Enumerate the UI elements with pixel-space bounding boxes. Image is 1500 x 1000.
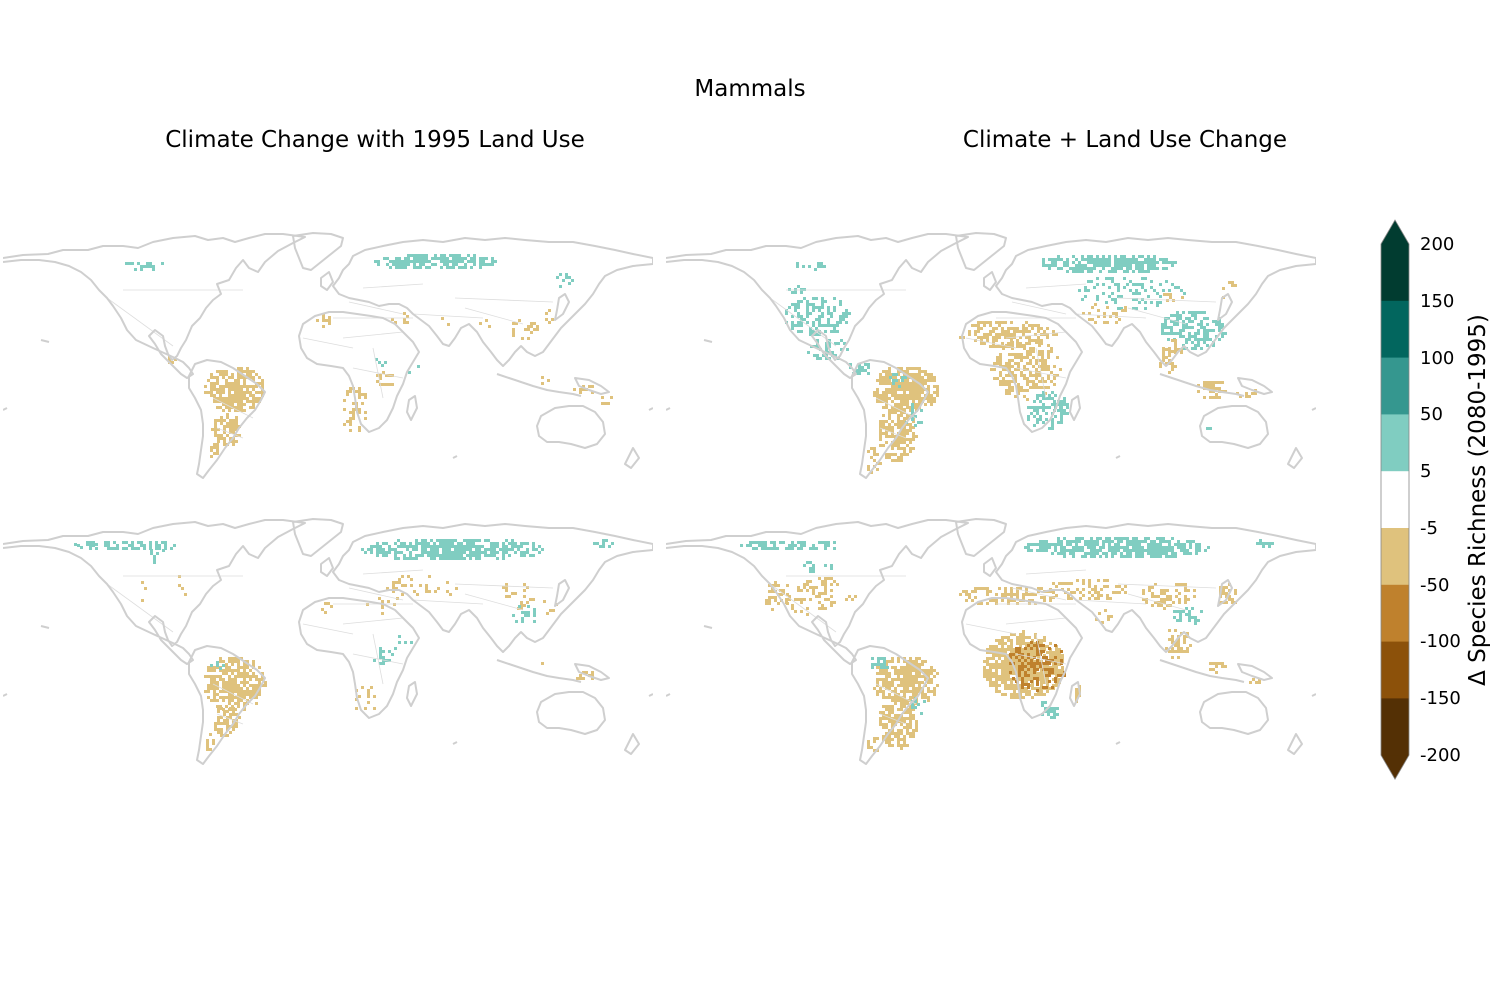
figure-title: Mammals [694,76,806,102]
country-borders [106,283,554,439]
coastlines [3,232,653,479]
colorbar-bin-7 [1381,641,1409,699]
colorbar [1380,219,1410,780]
colorbar-tick-200: 200 [1420,234,1455,255]
richness-cells [125,254,613,458]
colorbar-bin-8 [1381,698,1409,756]
colorbar-bin-4 [1381,471,1409,529]
colorbar-bin-6 [1381,584,1409,643]
coastlines [666,232,1316,479]
colorbar-bin-0 [1381,244,1409,302]
colorbar-extend-min [1381,755,1409,780]
colorbar-tick-m100: -100 [1420,631,1461,652]
colorbar-tick-m150: -150 [1420,688,1461,709]
country-borders [106,569,554,725]
country-borders [769,569,1217,725]
colorbar-tick-m5: -5 [1420,518,1438,539]
map-bottom-left [3,518,653,765]
column-title-left: Climate Change with 1995 Land Use [165,127,585,153]
colorbar-tick-5: 5 [1420,461,1432,482]
colorbar-extend-max [1381,220,1409,244]
colorbar-label: Δ Species Richness (2080-1995) [1465,314,1491,686]
richness-cells [785,255,1257,474]
colorbar-bin-5 [1381,528,1409,586]
richness-cells [74,539,614,751]
map-top-right [666,232,1316,479]
colorbar-tick-150: 150 [1420,291,1455,312]
column-title-right: Climate + Land Use Change [962,127,1288,153]
coastlines [3,518,653,765]
colorbar-tick-50: 50 [1420,404,1443,425]
richness-cells [740,537,1274,752]
colorbar-bin-3 [1381,414,1409,472]
colorbar-tick-m200: -200 [1420,745,1461,766]
colorbar-bin-2 [1381,357,1409,415]
map-bottom-right [666,518,1316,765]
country-borders [769,283,1217,439]
colorbar-tick-100: 100 [1420,348,1455,369]
coastlines [666,518,1316,765]
colorbar-tick-m50: -50 [1420,575,1450,596]
map-top-left [3,232,653,479]
colorbar-bin-1 [1381,300,1409,359]
